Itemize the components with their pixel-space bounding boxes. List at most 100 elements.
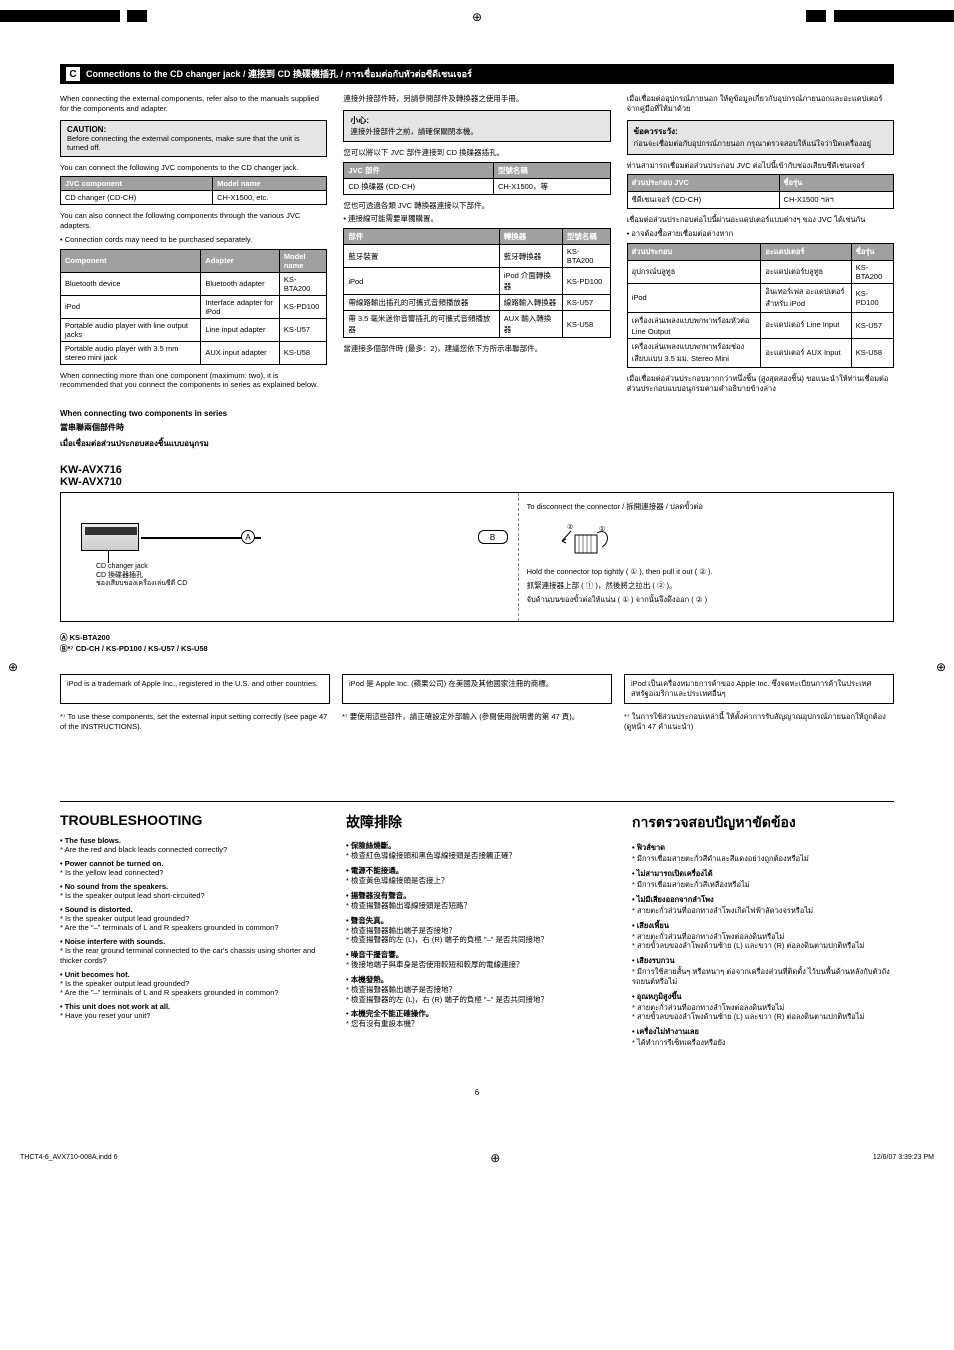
ts-col-th: การตรวจสอบปัญหาขัดข้อง ฟิวส์ขาดมีการเชื่…	[632, 812, 894, 1048]
cd-intro-zh: 您可以將以下 JVC 部件連接到 CD 換碟器插孔。	[343, 148, 610, 158]
ts-item-title: เครื่องไม่ทำงานเลย	[632, 1026, 894, 1038]
hold-en: Hold the connector top tightly ( ① ), th…	[527, 567, 885, 577]
three-column-layout: When connecting the external components,…	[60, 94, 894, 397]
ts-item-title: Unit becomes hot.	[60, 970, 322, 979]
crop-stripes-left	[0, 10, 260, 22]
ts-item-body: 檢查揚聲器輸出端子是否接地？	[346, 926, 608, 936]
diagram-left-panel: A B CD changer jack CD 換碟器插孔 ช่องเสียบขอ…	[61, 493, 519, 621]
caution-title-en: CAUTION:	[67, 125, 320, 134]
jvc-component-table-zh: JVC 部件型號名稱 CD 換碟器 (CD-CH)CH-X1500，等	[343, 162, 610, 195]
t1r1c2: CH-X1500, etc.	[213, 191, 327, 205]
label-b: B	[478, 530, 508, 544]
t1h1: JVC component	[61, 177, 213, 191]
ts-item-body: 檢查揚聲器輸出導線接頭是否短路？	[346, 901, 608, 911]
multi-note-en: When connecting more than one component …	[60, 371, 327, 391]
hold-th: จับด้านบนของขั้วต่อให้แน่น ( ① ) จากนั้น…	[527, 595, 885, 605]
file-slug: THCT4-6_AVX710-008A.indd 6	[20, 1154, 118, 1161]
ts-item-body: 檢查揚聲器輸出端子是否接地？	[346, 985, 608, 995]
ts-col-en: TROUBLESHOOTING The fuse blows.Are the r…	[60, 812, 322, 1048]
ts-item-title: Sound is distorted.	[60, 905, 322, 914]
ts-item-body: 檢查揚聲器的左 (L)，右 (R) 端子的負極 "–" 是否共同接地？	[346, 995, 608, 1005]
ts-item-title: The fuse blows.	[60, 836, 322, 845]
ts-col-zh: 故障排除 保險絲燒斷。檢查紅色導線接頭和黑色導線接頭是否接觸正確？ 電源不能接通。…	[346, 812, 608, 1048]
ts-item-body: มีการเชื่อมสายตะกั่วสีเหลืองหรือไม่	[632, 880, 894, 890]
adp-intro-en: You can also connect the following compo…	[60, 211, 327, 231]
disconnect-title: To disconnect the connector / 拆開連接器 / ปล…	[527, 501, 885, 513]
adp-intro-th: เชื่อมต่อส่วนประกอบต่อไปนี้ผ่านอะแดปเตอร…	[627, 215, 894, 225]
ipod-trademark-th: iPod เป็นเครื่องหมายการค้าของ Apple Inc.…	[624, 674, 894, 704]
s7-en: *⁷ To use these components, set the exte…	[60, 712, 330, 732]
s7-th: *⁷ ในการใช้ส่วนประกอบเหล่านี้ ให้ตั้งค่า…	[624, 712, 894, 732]
star7-row: *⁷ To use these components, set the exte…	[60, 712, 894, 732]
ts-heading-en: TROUBLESHOOTING	[60, 812, 322, 828]
cd-jack-caption: CD changer jack CD 換碟器插孔 ช่องเสียบของเคร…	[96, 563, 187, 588]
ipod-trademark-zh: iPod 是 Apple Inc. (蘋果公司) 在美國及其他國家注冊的商標。	[342, 674, 612, 704]
caution-box-en: CAUTION: Before connecting the external …	[60, 120, 327, 157]
ts-item-body: 檢查紅色導線接頭和黑色導線接頭是否接觸正確？	[346, 851, 608, 861]
ts-item-title: Power cannot be turned on.	[60, 859, 322, 868]
ts-item-body: 後接地端子與車身是否使用較短和較厚的電線連接？	[346, 960, 608, 970]
ts-item-body: สายตะกั่วส่วนที่ออกทางลำโพงต่อลงดินหรือไ…	[632, 932, 894, 942]
caution-body-zh: 連接外接部件之前，請確保關閉本機。	[350, 126, 603, 137]
slug-line: THCT4-6_AVX710-008A.indd 6 ⊕ 12/6/07 3:3…	[0, 1147, 954, 1169]
ts-list-th: ฟิวส์ขาดมีการเชื่อมสายตะกั่วสีดำและสีแดง…	[632, 842, 894, 1048]
ts-item-body: มีการใช้สายสั้นๆ หรือหนาๆ ต่อจากเครื่องส…	[632, 967, 894, 987]
column-english: When connecting the external components,…	[60, 94, 327, 397]
ts-heading-th: การตรวจสอบปัญหาขัดข้อง	[632, 812, 894, 834]
adp-note-th: อาจต้องซื้อสายเชื่อมต่อต่างหาก	[627, 229, 894, 239]
series-head-th: เมื่อเชื่อมต่อส่วนประกอบสองชิ้นแบบอนุกรม	[60, 437, 894, 450]
ts-item-body: Is the rear ground terminal connected to…	[60, 946, 322, 966]
caution-box-th: ข้อควรระวัง: ก่อนจะเชื่อมต่อกับอุปกรณ์ภา…	[627, 120, 894, 155]
cd-intro-th: ท่านสามารถเชื่อมต่อส่วนประกอบ JVC ต่อไปน…	[627, 161, 894, 171]
t1r1c1: CD changer (CD-CH)	[61, 191, 213, 205]
ts-item-title: 保險絲燒斷。	[346, 840, 608, 851]
divider-rule	[60, 801, 894, 802]
ts-item-title: No sound from the speakers.	[60, 882, 322, 891]
wiring-diagram: KW-AVX716 KW-AVX710 A B CD changer jack …	[60, 464, 894, 622]
ts-item-title: This unit does not work at all.	[60, 1002, 322, 1011]
intro-zh: 連接外接部件時，另請參閱部件及轉換器之使用手冊。	[343, 94, 610, 104]
ts-item-title: เสียงรบกวน	[632, 955, 894, 967]
ts-item-body: 檢查黃色導線接頭是否接上？	[346, 876, 608, 886]
ts-item-body: Is the speaker output lead grounded?	[60, 914, 322, 924]
adapter-table-th: ส่วนประกอบอะแดปเตอร์ชื่อรุ่น อุปกรณ์บลูท…	[627, 243, 894, 368]
registration-mark-bottom-icon: ⊕	[488, 1151, 502, 1165]
ts-heading-zh: 故障排除	[346, 812, 608, 832]
adp-note-en: Connection cords may need to be purchase…	[60, 235, 327, 245]
jvc-component-table-en: JVC componentModel name CD changer (CD-C…	[60, 176, 327, 205]
connector-icon: ② ①	[557, 521, 617, 561]
t1h2: Model name	[213, 177, 327, 191]
ts-item-body: สายขั้วลบของลำโพงด้านซ้าย (L) และขวา (R)…	[632, 941, 894, 951]
ts-item-title: 本機完全不能正確操作。	[346, 1008, 608, 1019]
caution-title-th: ข้อควรระวัง:	[634, 125, 887, 138]
ipod-trademark-en: iPod is a trademark of Apple Inc., regis…	[60, 674, 330, 704]
ts-item-body: Have you reset your unit?	[60, 1011, 322, 1021]
registration-mark-icon: ⊕	[470, 10, 484, 24]
ts-item-title: 電源不能接通。	[346, 865, 608, 876]
cd-intro-en: You can connect the following JVC compon…	[60, 163, 327, 173]
registration-mark-left-icon: ⊕	[6, 660, 20, 674]
model-2: KW-AVX710	[60, 476, 894, 488]
s7-zh: *⁷ 要使用這些部件，請正確設定外部輸入 (參閱使用說明書的第 47 頁)。	[342, 712, 612, 732]
adp-note-zh: 連接線可能需要單獨購置。	[343, 214, 610, 224]
ts-item-body: ได้ทำการรีเซ็ทเครื่องหรือยัง	[632, 1038, 894, 1048]
section-c-title: Connections to the CD changer jack / 連接到…	[86, 67, 472, 81]
label-a: A	[241, 530, 255, 544]
ts-item-body: Is the speaker output lead grounded?	[60, 979, 322, 989]
ts-item-body: Is the speaker output lead short-circuit…	[60, 891, 322, 901]
ts-item-title: ฟิวส์ขาด	[632, 842, 894, 854]
column-thai: เมื่อเชื่อมต่ออุปกรณ์ภายนอก ให้ดูข้อมูลเ…	[627, 94, 894, 397]
ts-item-title: Noise interfere with sounds.	[60, 937, 322, 946]
ts-item-title: ไม่มีเสียงออกจากลำโพง	[632, 894, 894, 906]
column-chinese: 連接外接部件時，另請參閱部件及轉換器之使用手冊。 小心: 連接外接部件之前，請確…	[343, 94, 610, 397]
jvc-component-table-th: ส่วนประกอบ JVCชื่อรุ่น ซีดีเชนเจอร์ (CD-…	[627, 174, 894, 209]
caution-title-zh: 小心:	[350, 115, 603, 126]
crop-stripes-right	[694, 10, 954, 22]
ts-item-body: Are the red and black leads connected co…	[60, 845, 322, 855]
intro-th: เมื่อเชื่อมต่ออุปกรณ์ภายนอก ให้ดูข้อมูลเ…	[627, 94, 894, 114]
head-unit-icon	[81, 523, 139, 551]
multi-note-th: เมื่อเชื่อมต่อส่วนประกอบมากกว่าหนึ่งชิ้น…	[627, 374, 894, 394]
page-number: 6	[60, 1088, 894, 1097]
ts-item-body: 檢查揚聲器的左 (L)，右 (R) 端子的負極 "–" 是否共同接地？	[346, 935, 608, 945]
ts-item-title: 噪音干擾音響。	[346, 949, 608, 960]
